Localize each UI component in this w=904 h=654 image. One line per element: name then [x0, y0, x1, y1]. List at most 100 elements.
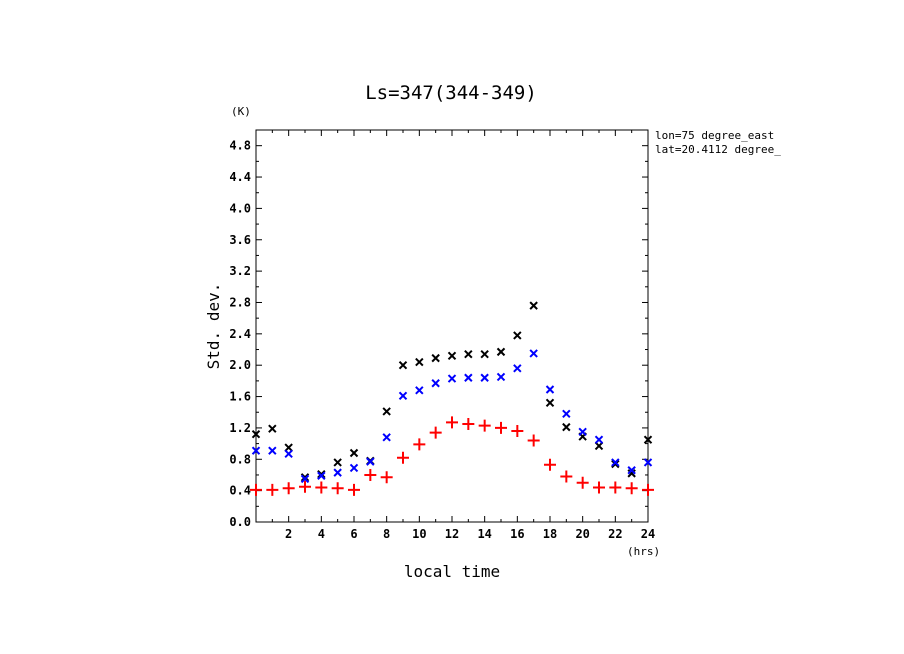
data-point: [366, 457, 375, 466]
data-point: [382, 407, 391, 416]
data-point: [398, 391, 408, 400]
data-point: [268, 446, 277, 455]
data-point: [462, 418, 475, 430]
data-point: [464, 373, 473, 382]
data-point: [431, 379, 440, 388]
data-point: [415, 386, 424, 395]
series-0: [251, 301, 653, 482]
x-tick-label: 14: [477, 527, 491, 541]
y-tick-label: 0.8: [229, 452, 251, 466]
data-point: [627, 469, 636, 478]
data-point: [576, 476, 589, 489]
data-point: [464, 350, 473, 359]
data-point: [299, 480, 311, 493]
data-point: [496, 372, 506, 382]
data-point: [496, 347, 506, 357]
data-point: [349, 463, 359, 473]
data-point: [446, 416, 458, 429]
y-tick-label: 0.0: [229, 515, 251, 529]
data-point: [593, 481, 605, 494]
data-point: [495, 421, 507, 434]
data-point: [300, 473, 310, 482]
data-point: [333, 458, 342, 467]
x-unit-label: (hrs): [627, 545, 660, 558]
y-unit-label: (K): [231, 105, 251, 118]
data-point: [380, 471, 393, 484]
data-point: [382, 433, 391, 442]
data-point: [627, 466, 636, 475]
data-point: [513, 331, 522, 340]
data-point: [529, 349, 538, 358]
y-tick-label: 1.2: [229, 421, 251, 435]
data-point: [317, 471, 326, 480]
x-axis-title: local time: [404, 562, 500, 581]
data-point: [398, 360, 408, 370]
data-point: [478, 419, 491, 432]
y-tick-label: 3.6: [229, 233, 251, 247]
series-1: [251, 349, 653, 484]
data-point: [480, 350, 489, 359]
data-point: [331, 482, 344, 495]
y-tick-label: 4.8: [229, 139, 251, 153]
data-point: [300, 474, 310, 484]
data-point: [480, 373, 489, 382]
data-point: [364, 468, 377, 481]
data-marks: [250, 301, 654, 496]
data-point: [251, 446, 261, 455]
annotation-lat: lat=20.4112 degree_: [655, 143, 781, 156]
data-point: [562, 409, 571, 419]
y-tick-label: 4.0: [229, 201, 251, 215]
data-point: [643, 435, 653, 444]
data-point: [333, 468, 342, 477]
y-tick-label: 2.8: [229, 295, 251, 309]
data-point: [594, 441, 604, 451]
data-point: [348, 483, 360, 496]
annotation-lon: lon=75 degree_east: [655, 129, 774, 142]
data-point: [431, 353, 440, 363]
y-tick-label: 4.4: [229, 170, 251, 184]
data-point: [513, 364, 522, 373]
data-point: [545, 398, 555, 408]
data-point: [511, 425, 524, 438]
y-axis-title: Std. dev.: [204, 283, 223, 370]
data-point: [578, 427, 587, 437]
data-point: [643, 458, 653, 467]
x-tick-label: 22: [608, 527, 622, 541]
data-point: [413, 438, 426, 451]
data-point: [282, 482, 295, 495]
data-point: [284, 443, 293, 452]
x-tick-label: 24: [641, 527, 655, 541]
data-point: [349, 448, 359, 458]
x-tick-label: 6: [350, 527, 357, 541]
data-point: [611, 458, 620, 467]
data-point: [625, 482, 638, 495]
y-tick-label: 2.0: [229, 358, 251, 372]
data-point: [560, 470, 573, 483]
x-tick-label: 8: [383, 527, 390, 541]
plot-frame: [255, 129, 649, 523]
data-point: [315, 481, 328, 494]
data-point: [397, 451, 409, 464]
data-point: [266, 483, 279, 496]
data-point: [527, 434, 540, 447]
data-point: [317, 469, 326, 479]
x-tick-label: 20: [575, 527, 589, 541]
data-point: [268, 424, 277, 433]
data-point: [642, 483, 654, 496]
data-point: [609, 481, 622, 494]
data-point: [251, 429, 261, 439]
chart-title: Ls=347(344-349): [365, 82, 537, 104]
x-tick-label: 2: [285, 527, 292, 541]
data-point: [594, 435, 604, 444]
axes: 0.0 0.4 0.8 1.2 1.6 2.0 2.4 2.8 3.2 3.6 4.0 4.4 4.8 2…: [229, 130, 655, 541]
data-point: [611, 459, 620, 469]
data-point: [529, 301, 538, 310]
data-point: [429, 426, 442, 439]
y-tick-label: 0.4: [229, 484, 251, 498]
data-point: [447, 351, 457, 360]
data-point: [284, 449, 293, 458]
x-tick-label: 4: [318, 527, 325, 541]
data-point: [545, 385, 555, 394]
data-point: [544, 458, 556, 471]
